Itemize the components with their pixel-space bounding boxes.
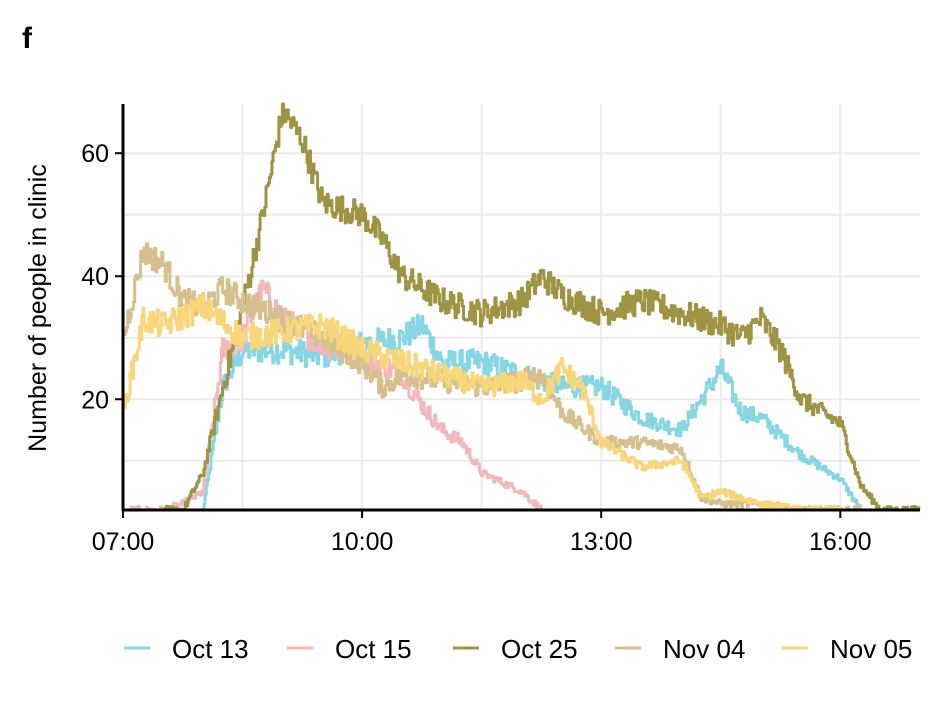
series-line-oct-15 [129, 279, 543, 512]
y-axis-title: Number of people in clinic [24, 164, 52, 452]
legend-label-oct-15: Oct 15 [335, 634, 412, 664]
legend-label-nov-05: Nov 05 [830, 634, 912, 664]
x-tick-label: 16:00 [809, 528, 872, 556]
series-line-nov-05 [122, 293, 842, 512]
legend: Oct 13 Oct 15 Oct 25 Nov 04 Nov 05 [124, 634, 912, 664]
x-tick-label: 13:00 [570, 528, 633, 556]
legend-label-oct-25: Oct 25 [501, 634, 578, 664]
series-lines [122, 102, 921, 512]
x-tick-label: 10:00 [331, 528, 394, 556]
x-tick-label: 07:00 [92, 528, 155, 556]
tick-labels: 07:00 10:00 13:00 16:00 20 40 60 [81, 140, 871, 556]
series-line-nov-04 [122, 242, 862, 512]
axes [115, 104, 920, 518]
y-tick-label: 60 [81, 140, 109, 168]
y-tick-label: 40 [81, 263, 109, 291]
legend-label-oct-13: Oct 13 [172, 634, 249, 664]
legend-label-nov-04: Nov 04 [663, 634, 745, 664]
series-line-oct-13 [202, 314, 862, 511]
y-tick-label: 20 [81, 386, 109, 414]
panel-label: f [22, 22, 32, 55]
series-line-oct-25 [162, 102, 921, 512]
